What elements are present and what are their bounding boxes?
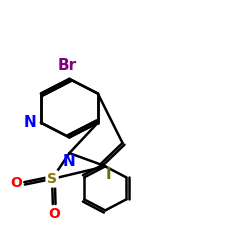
Text: N: N — [63, 154, 76, 169]
Text: Br: Br — [57, 58, 76, 73]
Text: S: S — [47, 172, 57, 186]
Text: O: O — [10, 176, 22, 190]
Text: O: O — [48, 208, 60, 222]
Text: N: N — [24, 115, 36, 130]
Text: I: I — [106, 166, 111, 182]
